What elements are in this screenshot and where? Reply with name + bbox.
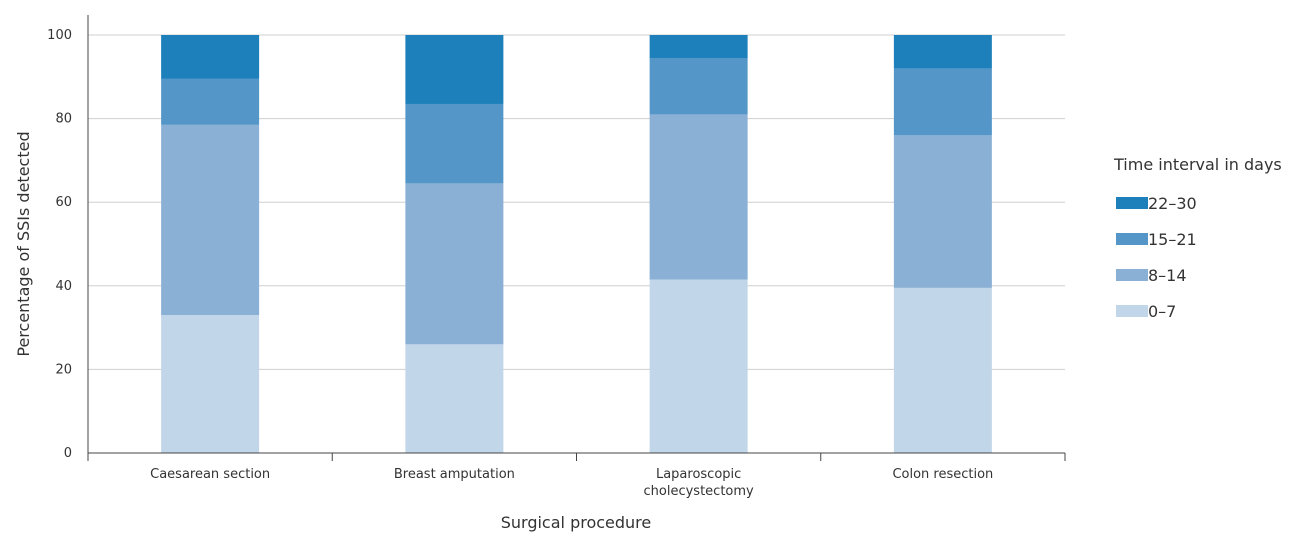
bar-segment	[893, 35, 992, 69]
bar-segment	[161, 78, 260, 125]
y-axis-title: Percentage of SSIs detected	[14, 131, 33, 356]
bar-segment	[893, 287, 992, 453]
legend-swatch	[1116, 305, 1148, 317]
axes: 0 20 40 60 80 100 Caesarean section Breast ampu…	[47, 15, 1066, 499]
legend-label: 15–21	[1148, 230, 1197, 249]
bar-segment	[405, 103, 504, 184]
legend-title: Time interval in days	[1113, 155, 1282, 174]
legend-label: 8–14	[1148, 266, 1187, 285]
x-axis-title: Surgical procedure	[501, 513, 652, 532]
bar-segment	[649, 279, 748, 453]
x-tick-label: Laparoscopic	[656, 467, 741, 482]
bar-segment	[405, 183, 504, 345]
bar-segment	[649, 57, 748, 115]
legend-label: 22–30	[1148, 194, 1197, 213]
bar-segment	[893, 68, 992, 136]
x-tick-label: Colon resection	[892, 467, 993, 482]
y-tick-label: 0	[64, 446, 72, 461]
x-tick-label: cholecystectomy	[644, 484, 755, 499]
legend-label: 0–7	[1148, 302, 1176, 321]
y-tick-label: 60	[55, 195, 72, 210]
x-tick-label: Caesarean section	[150, 467, 270, 482]
legend: Time interval in days 22–30 15–21 8–14 0–7	[1113, 155, 1282, 321]
bars	[161, 35, 992, 453]
bar-segment	[161, 315, 260, 453]
legend-swatch	[1116, 233, 1148, 245]
x-tick-label: Breast amputation	[394, 467, 515, 482]
bar-segment	[405, 35, 504, 104]
legend-swatch	[1116, 269, 1148, 281]
bar-segment	[649, 114, 748, 280]
bar-segment	[161, 35, 260, 79]
bar-segment	[649, 35, 748, 58]
y-tick-label: 100	[47, 28, 72, 43]
y-tick-label: 80	[55, 112, 72, 127]
bar-segment	[893, 135, 992, 288]
legend-swatch	[1116, 197, 1148, 209]
y-tick-label: 20	[55, 362, 72, 377]
bar-segment	[161, 124, 260, 316]
bar-segment	[405, 344, 504, 453]
y-tick-label: 40	[55, 279, 72, 294]
